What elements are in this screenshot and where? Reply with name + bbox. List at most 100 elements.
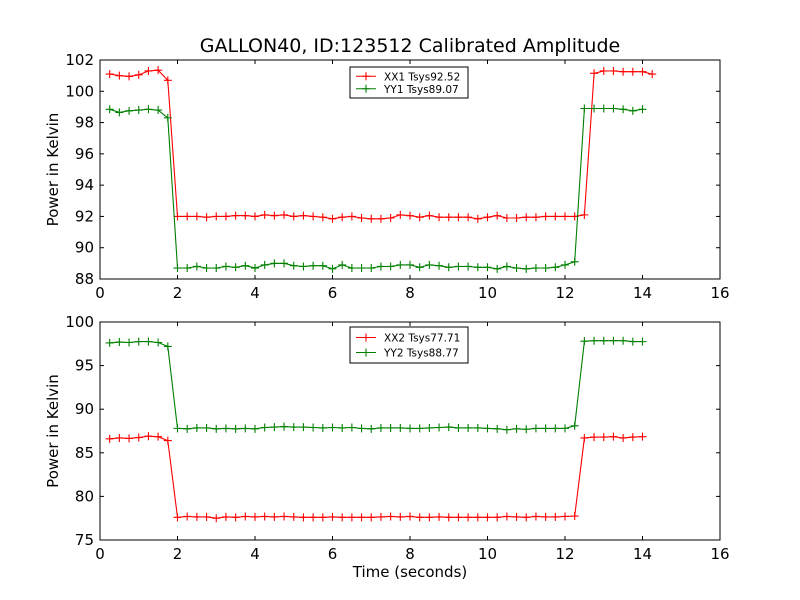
data-point-1-35	[444, 423, 453, 432]
data-point-1-0	[105, 105, 114, 114]
data-point-1-54	[628, 337, 637, 346]
data-point-0-25	[347, 212, 356, 221]
data-point-0-27	[367, 513, 376, 522]
y-tick-label: 80	[75, 487, 94, 505]
data-point-1-39	[483, 424, 492, 433]
data-point-0-36	[454, 213, 463, 222]
data-point-1-36	[454, 262, 463, 271]
data-point-1-23	[328, 264, 337, 273]
data-point-0-33	[425, 513, 434, 522]
x-tick-label: 10	[478, 545, 497, 563]
data-point-1-16	[260, 260, 269, 269]
data-point-1-24	[338, 260, 347, 269]
data-point-1-10	[202, 264, 211, 273]
data-point-0-39	[483, 513, 492, 522]
data-point-1-5	[154, 106, 163, 115]
data-point-0-16	[260, 512, 269, 521]
data-point-0-7	[173, 212, 182, 221]
y-tick-label: 95	[75, 357, 94, 375]
x-tick-label: 2	[173, 284, 183, 302]
data-point-0-10	[202, 213, 211, 222]
data-point-1-50	[590, 104, 599, 113]
data-point-1-13	[231, 424, 240, 433]
data-point-0-17	[270, 512, 279, 521]
data-point-0-21	[309, 212, 318, 221]
data-point-0-26	[357, 513, 366, 522]
data-point-0-7	[173, 513, 182, 522]
data-point-0-52	[609, 66, 618, 75]
data-point-1-42	[512, 264, 521, 273]
data-point-1-19	[289, 261, 298, 270]
data-point-0-35	[444, 513, 453, 522]
data-point-1-21	[309, 261, 318, 270]
data-point-1-20	[299, 262, 308, 271]
data-point-0-12	[221, 212, 230, 221]
data-point-0-31	[406, 211, 414, 220]
data-point-1-47	[561, 424, 569, 433]
data-point-1-15	[251, 264, 259, 273]
data-point-1-46	[551, 424, 560, 433]
data-point-0-50	[590, 433, 599, 442]
data-point-0-24	[338, 213, 347, 222]
x-tick-label: 6	[328, 284, 338, 302]
data-point-0-14	[241, 512, 250, 521]
y-tick-label: 96	[75, 145, 94, 163]
data-point-1-44	[531, 424, 540, 433]
data-point-1-22	[318, 261, 327, 270]
data-point-1-32	[415, 424, 424, 433]
data-point-1-28	[376, 423, 385, 432]
legend: XX2 Tsys77.71 YY2 Tsys88.77	[349, 326, 469, 364]
data-point-1-41	[502, 262, 511, 271]
legend-marker-1	[362, 348, 370, 357]
data-point-1-9	[192, 423, 201, 432]
data-point-1-43	[522, 264, 531, 273]
y-tick-label: 75	[75, 531, 94, 549]
data-point-1-26	[357, 264, 366, 273]
data-point-0-19	[289, 512, 298, 521]
data-point-0-1	[115, 71, 124, 80]
y-tick-label: 98	[75, 114, 94, 132]
data-point-0-23	[328, 214, 337, 223]
data-point-0-3	[134, 433, 143, 442]
y-tick-label: 90	[75, 400, 94, 418]
x-tick-label: 8	[405, 284, 415, 302]
data-point-1-53	[619, 336, 628, 345]
data-point-0-43	[522, 213, 531, 222]
data-point-0-8	[183, 512, 192, 521]
data-point-1-6	[163, 113, 172, 122]
data-point-0-18	[280, 210, 289, 219]
data-point-1-52	[609, 336, 618, 345]
data-point-0-50	[590, 69, 599, 78]
data-point-1-49	[580, 337, 589, 346]
data-point-1-10	[202, 423, 211, 432]
data-point-1-7	[173, 424, 182, 433]
data-point-0-55	[638, 67, 647, 76]
chart-title: GALLON40, ID:123512 Calibrated Amplitude	[200, 35, 620, 57]
data-point-0-25	[347, 513, 356, 522]
series-line-0	[109, 435, 643, 519]
data-point-1-7	[173, 264, 182, 273]
data-point-1-31	[406, 424, 414, 433]
data-point-1-11	[212, 264, 221, 273]
legend-entry-0: XX2 Tsys77.71	[384, 333, 460, 345]
data-point-0-40	[493, 211, 502, 220]
data-point-1-37	[464, 262, 473, 271]
data-point-1-33	[425, 423, 434, 432]
data-point-0-27	[367, 214, 376, 223]
data-point-0-12	[221, 512, 230, 521]
data-point-0-47	[561, 212, 569, 221]
data-point-1-28	[376, 262, 385, 271]
data-point-0-28	[376, 512, 385, 521]
data-point-0-9	[192, 512, 201, 521]
data-point-1-23	[328, 423, 337, 432]
data-point-0-34	[435, 213, 444, 222]
data-point-0-56	[648, 70, 657, 79]
x-tick-label: 12	[555, 545, 574, 563]
data-point-0-40	[493, 513, 502, 522]
data-point-0-34	[435, 512, 444, 521]
y-axis-label: Power in Kelvin	[44, 374, 62, 488]
data-point-0-26	[357, 213, 366, 222]
x-tick-label: 8	[405, 545, 415, 563]
data-point-0-20	[299, 211, 308, 220]
